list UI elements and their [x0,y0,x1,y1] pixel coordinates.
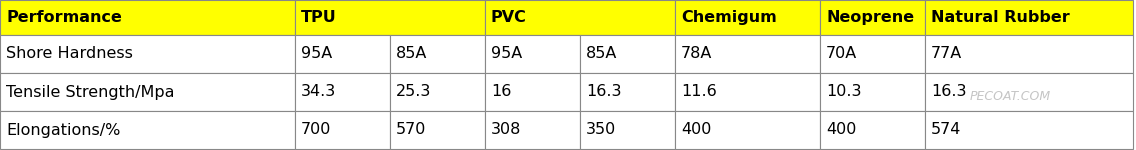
Text: Performance: Performance [6,10,122,25]
Text: 70A: 70A [826,46,858,62]
Bar [0,73,295,111]
Bar [390,73,485,111]
Text: 700: 700 [301,123,332,138]
Text: 570: 570 [396,123,426,138]
Bar [820,35,925,73]
Text: 11.6: 11.6 [680,84,717,99]
Text: 85A: 85A [396,46,427,62]
Bar [295,111,390,149]
Text: PVC: PVC [491,10,527,25]
Text: 25.3: 25.3 [396,84,432,99]
Text: 350: 350 [586,123,616,138]
Bar [820,73,925,111]
Bar [925,111,1133,149]
Text: 574: 574 [932,123,961,138]
Bar [820,0,925,35]
Text: 10.3: 10.3 [826,84,861,99]
Bar [390,35,485,73]
Text: Elongations/%: Elongations/% [6,123,120,138]
Bar [675,35,820,73]
Bar [580,111,675,149]
Text: 95A: 95A [301,46,332,62]
Text: Tensile Strength/Mpa: Tensile Strength/Mpa [6,84,175,99]
Text: 85A: 85A [586,46,617,62]
Text: 16: 16 [491,84,511,99]
Text: 400: 400 [680,123,711,138]
Text: 400: 400 [826,123,857,138]
Bar [0,111,295,149]
Bar [925,73,1133,111]
Bar [0,0,295,35]
Bar [295,0,485,35]
Bar [485,0,675,35]
Text: 16.3: 16.3 [932,84,967,99]
Text: Shore Hardness: Shore Hardness [6,46,133,62]
Bar [820,111,925,149]
Text: PECOAT.COM: PECOAT.COM [970,90,1051,102]
Text: Chemigum: Chemigum [680,10,777,25]
Bar [390,111,485,149]
Bar [485,111,580,149]
Bar [0,35,295,73]
Bar [295,73,390,111]
Text: 34.3: 34.3 [301,84,336,99]
Text: 16.3: 16.3 [586,84,621,99]
Text: TPU: TPU [301,10,336,25]
Bar [580,35,675,73]
Bar [580,73,675,111]
Bar [485,73,580,111]
Bar [925,35,1133,73]
Bar [925,0,1133,35]
Text: 78A: 78A [680,46,712,62]
Bar [485,35,580,73]
Bar [675,0,820,35]
Bar [675,73,820,111]
Text: Neoprene: Neoprene [826,10,914,25]
Bar [675,111,820,149]
Text: Natural Rubber: Natural Rubber [932,10,1070,25]
Text: 95A: 95A [491,46,523,62]
Bar [295,35,390,73]
Text: 308: 308 [491,123,521,138]
Text: 77A: 77A [932,46,962,62]
